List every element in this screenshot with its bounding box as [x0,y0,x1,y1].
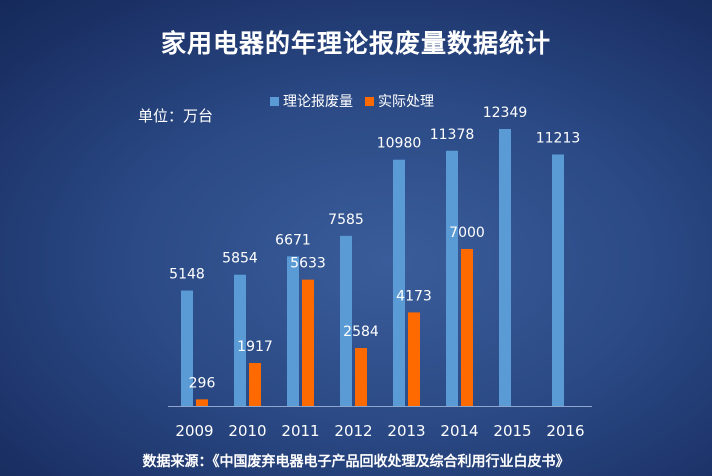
bar-series1-2010 [249,362,261,406]
data-label-series0-2009: 5148 [169,267,205,283]
x-tick-label-2015: 2015 [493,422,531,440]
data-source-note: 数据来源：《中国废弃电器电子产品回收处理及综合利用行业白皮书》 [142,454,570,470]
bar-series0-2013 [393,159,405,406]
bar-series1-2012 [355,348,367,406]
x-tick-label-2014: 2014 [440,422,478,440]
data-label-series1-2012: 2584 [343,324,379,340]
data-label-series1-2009: 296 [189,375,216,391]
data-label-series0-2014: 11378 [430,127,475,143]
x-tick-label-2013: 2013 [387,422,425,440]
bar-series1-2014 [461,248,473,406]
legend-label-actual: 实际处理 [378,94,434,110]
bar-series0-2009 [181,290,193,406]
bar-series0-2014 [446,150,458,406]
bar-series0-2016 [552,154,564,406]
bar-series0-2011 [287,256,299,406]
data-label-series1-2013: 4173 [396,288,432,304]
unit-label: 单位：万台 [138,107,214,125]
x-tick-label-2016: 2016 [546,422,584,440]
legend-item-theoretical: 理论报废量 [270,91,353,111]
x-tick-label-2011: 2011 [281,422,319,440]
x-tick-label-2010: 2010 [228,422,266,440]
bar-series1-2009 [196,399,208,406]
data-label-series1-2010: 1917 [237,339,273,355]
bar-series1-2013 [408,312,420,406]
data-label-series0-2015: 12349 [483,105,528,121]
legend: 理论报废量 实际处理 [270,91,434,111]
data-label-series1-2014: 7000 [449,225,485,241]
bar-series0-2015 [499,129,511,406]
data-label-series0-2016: 11213 [536,130,581,146]
chart-title: 家用电器的年理论报废量数据统计 [160,29,551,58]
bar-series0-2012 [340,235,352,406]
data-label-series0-2012: 7585 [328,212,364,228]
data-label-series0-2013: 10980 [377,136,422,152]
legend-swatch-actual [365,96,374,106]
data-label-series0-2011: 6671 [275,232,311,248]
data-label-series1-2011: 5633 [290,256,326,272]
data-label-series0-2010: 5854 [222,251,258,267]
legend-label-theoretical: 理论报废量 [283,94,353,110]
bar-series0-2010 [234,274,246,406]
x-tick-label-2009: 2009 [175,422,213,440]
legend-swatch-theoretical [270,96,279,106]
bar-series1-2011 [302,279,314,406]
x-tick-label-2012: 2012 [334,422,372,440]
legend-item-actual: 实际处理 [365,91,434,111]
